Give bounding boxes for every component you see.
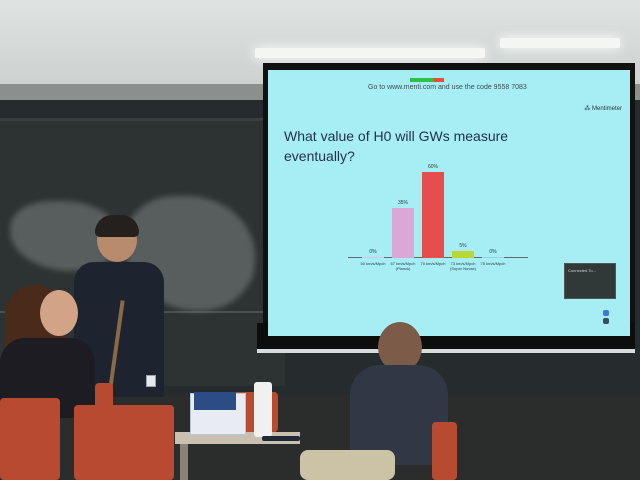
chart-category-label: 50 km/s/Mpch (360, 261, 386, 266)
tissue-box-label (194, 392, 236, 410)
chair-back (95, 383, 113, 413)
seated-man-head (378, 322, 422, 372)
poll-bar-chart: 0% 50 km/s/Mpch 35% 67 km/s/Mpch (Planck) 60… (348, 164, 528, 295)
mentimeter-label: Mentimeter (591, 106, 622, 112)
menti-control-icon (603, 310, 609, 316)
mentimeter-logo-icon: ⁂ (584, 106, 591, 112)
chart-bar (482, 257, 504, 258)
chart-bar (392, 207, 414, 258)
chart-value-label: 60% (427, 164, 438, 170)
presenter-thumbnail-label: Connected To... (568, 268, 596, 273)
chart-value-label: 0% (489, 249, 497, 255)
ceiling-light (255, 48, 485, 58)
name-badge (146, 375, 156, 387)
chair-left (0, 398, 60, 480)
chart-category-label: 73 km/s/Mpch (Super Novae) (450, 261, 477, 271)
phone-on-desk (262, 436, 300, 441)
seated-woman-head (40, 290, 78, 336)
chart-bar (362, 257, 384, 258)
chart-value-label: 35% (397, 199, 408, 206)
chair-center (74, 405, 174, 480)
menti-url-text: Go to www.menti.com and use the code 955… (368, 84, 527, 91)
chair-right (432, 422, 457, 480)
menti-settings-icon (603, 318, 609, 324)
seated-man-trousers (300, 450, 395, 480)
chart-value-label: 0% (369, 249, 377, 255)
chart-value-label: 5% (459, 242, 467, 249)
presenter-thumbnail: Connected To... (564, 263, 616, 299)
poll-question: What value of H0 will GWs measure eventu… (284, 128, 509, 164)
code-progress-green (410, 78, 434, 82)
chart-bar (452, 250, 474, 258)
chart-category-label: 75 km/s/Mpch (480, 261, 506, 266)
desk-leg (180, 444, 188, 480)
chart-bar (422, 172, 444, 258)
projected-slide: Go to www.menti.com and use the code 955… (268, 70, 630, 336)
mentimeter-brand: ⁂ Mentimeter (584, 105, 622, 112)
standing-person-hair (95, 215, 139, 237)
chart-category-label: 67 km/s/Mpch (Planck) (390, 261, 416, 271)
chart-category-label: 70 km/s/Mpch (420, 261, 446, 266)
ceiling-light-2 (500, 38, 620, 48)
code-progress-red (434, 78, 444, 82)
water-bottle (254, 382, 272, 437)
seated-man-shirt (350, 365, 448, 465)
